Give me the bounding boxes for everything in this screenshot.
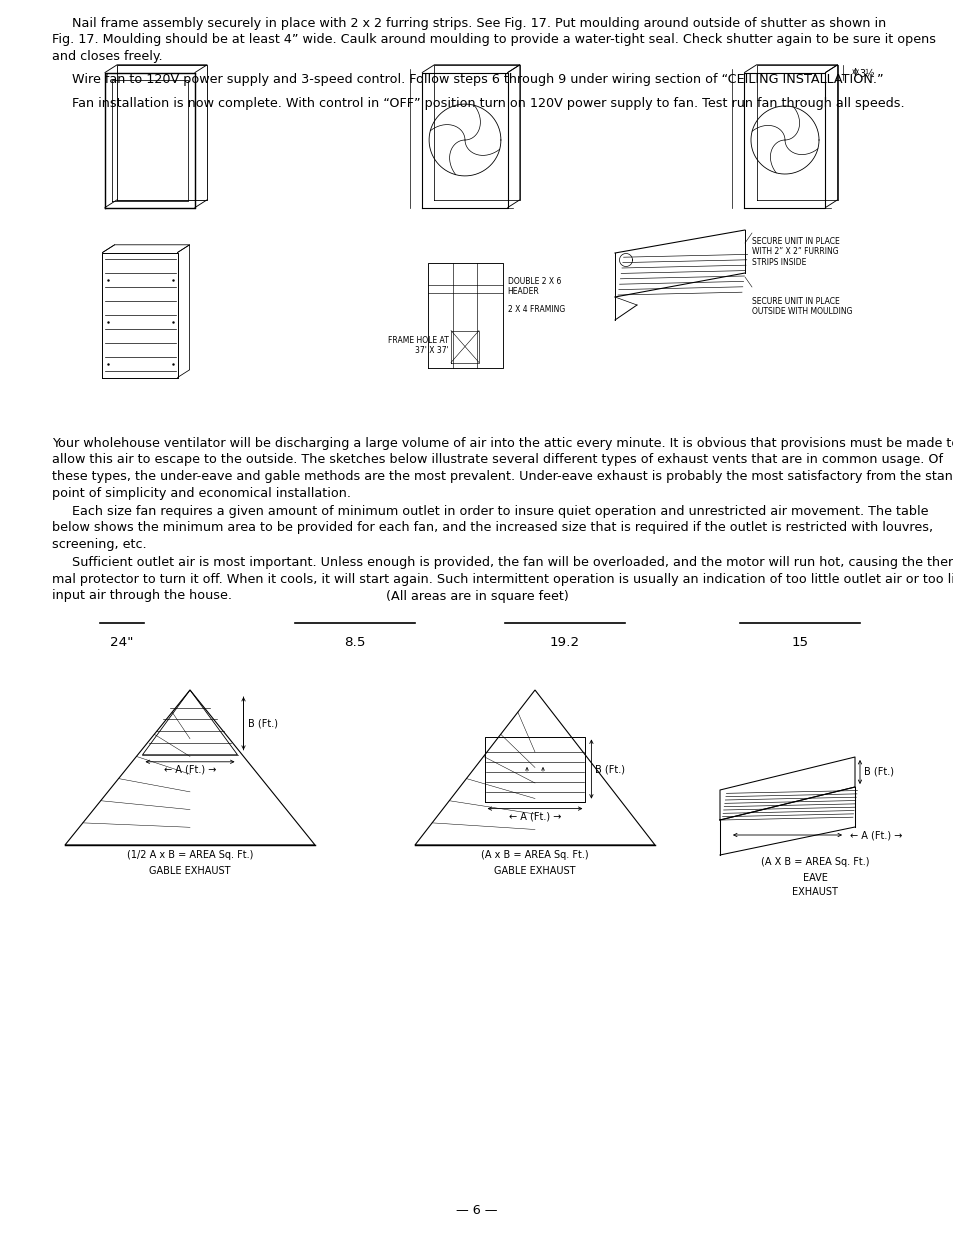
Text: EAVE: EAVE: [801, 873, 826, 883]
Text: (All areas are in square feet): (All areas are in square feet): [385, 590, 568, 603]
Text: ← A (Ft.) →: ← A (Ft.) →: [508, 811, 560, 821]
Text: 8.5: 8.5: [344, 636, 365, 650]
Text: EXHAUST: EXHAUST: [791, 887, 837, 897]
Text: SECURE UNIT IN PLACE
WITH 2” X 2” FURRING
STRIPS INSIDE: SECURE UNIT IN PLACE WITH 2” X 2” FURRIN…: [751, 237, 839, 267]
Text: B (Ft.): B (Ft.): [863, 767, 893, 777]
Text: these types, the under-eave and gable methods are the most prevalent. Under-eave: these types, the under-eave and gable me…: [52, 471, 953, 483]
Text: 19.2: 19.2: [549, 636, 579, 650]
Text: point of simplicity and economical installation.: point of simplicity and economical insta…: [52, 487, 351, 499]
Text: GABLE EXHAUST: GABLE EXHAUST: [494, 866, 576, 876]
Text: GABLE EXHAUST: GABLE EXHAUST: [149, 866, 231, 876]
Text: FRAME HOLE AT
37' X 37': FRAME HOLE AT 37' X 37': [388, 336, 449, 354]
Text: DOUBLE 2 X 6
HEADER: DOUBLE 2 X 6 HEADER: [507, 277, 560, 296]
Text: SECURE UNIT IN PLACE
OUTSIDE WITH MOULDING: SECURE UNIT IN PLACE OUTSIDE WITH MOULDI…: [751, 296, 852, 316]
Text: Nail frame assembly securely in place with 2 x 2 furring strips. See Fig. 17. Pu: Nail frame assembly securely in place wi…: [52, 17, 885, 30]
Text: (A X B = AREA Sq. Ft.): (A X B = AREA Sq. Ft.): [760, 857, 868, 867]
Text: Each size fan requires a given amount of minimum outlet in order to insure quiet: Each size fan requires a given amount of…: [52, 505, 928, 517]
Text: screening, etc.: screening, etc.: [52, 538, 147, 551]
Text: allow this air to escape to the outside. The sketches below illustrate several d: allow this air to escape to the outside.…: [52, 453, 943, 467]
Text: 15: 15: [791, 636, 808, 650]
Text: mal protector to turn it off. When it cools, it will start again. Such intermitt: mal protector to turn it off. When it co…: [52, 573, 953, 585]
Text: and closes freely.: and closes freely.: [52, 49, 163, 63]
Text: B (Ft.): B (Ft.): [247, 719, 277, 729]
Text: input air through the house.: input air through the house.: [52, 589, 233, 603]
Text: Fig. 17. Moulding should be at least 4” wide. Caulk around moulding to provide a: Fig. 17. Moulding should be at least 4” …: [52, 33, 936, 47]
Text: ← A (Ft.) →: ← A (Ft.) →: [849, 830, 902, 840]
Text: 24": 24": [111, 636, 133, 650]
Text: B (Ft.): B (Ft.): [595, 764, 625, 774]
Text: ← A (Ft.) →: ← A (Ft.) →: [164, 764, 216, 774]
Text: (A x B = AREA Sq. Ft.): (A x B = AREA Sq. Ft.): [480, 850, 588, 860]
Text: Fan installation is now complete. With control in “OFF” position turn on 120V po: Fan installation is now complete. With c…: [52, 98, 904, 110]
Text: Sufficient outlet air is most important. Unless enough is provided, the fan will: Sufficient outlet air is most important.…: [52, 557, 953, 569]
Text: 3½: 3½: [859, 69, 874, 79]
Text: below shows the minimum area to be provided for each fan, and the increased size: below shows the minimum area to be provi…: [52, 521, 933, 535]
Text: — 6 —: — 6 —: [456, 1204, 497, 1216]
Text: Your wholehouse ventilator will be discharging a large volume of air into the at: Your wholehouse ventilator will be disch…: [52, 437, 953, 450]
Text: (1/2 A x B = AREA Sq. Ft.): (1/2 A x B = AREA Sq. Ft.): [127, 850, 253, 860]
Text: Wire fan to 120V power supply and 3-speed control. Follow steps 6 through 9 unde: Wire fan to 120V power supply and 3-spee…: [52, 74, 883, 86]
Text: 2 X 4 FRAMING: 2 X 4 FRAMING: [507, 305, 564, 314]
